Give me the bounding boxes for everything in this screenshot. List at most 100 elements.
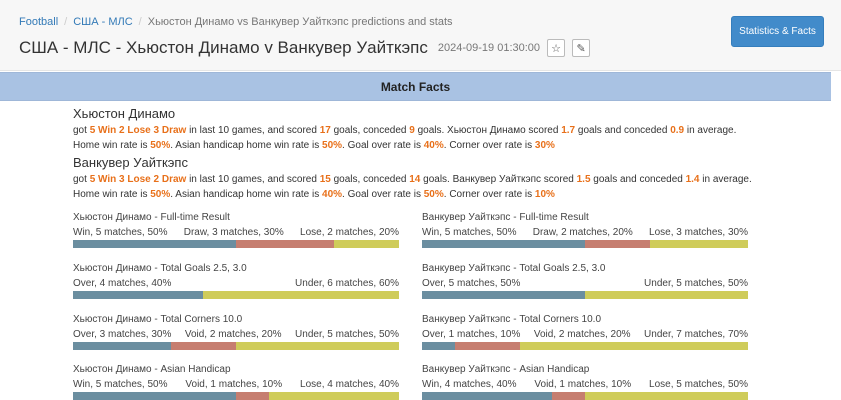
stat-legend: Over, 1 matches, 10% Void, 2 matches, 20%… bbox=[422, 329, 748, 340]
stat-label: Ванкувер Уайткэпс - Asian Handicap bbox=[422, 364, 590, 375]
page-header: Football / США - МЛС / Хьюстон Динамо vs Ван… bbox=[0, 0, 841, 71]
fact-text: in average. Home win rate is bbox=[73, 174, 752, 200]
statistics-facts-button[interactable]: Statistics & Facts bbox=[731, 16, 824, 47]
highlight-value: 15 bbox=[319, 174, 331, 185]
stat-bar bbox=[422, 342, 748, 350]
stat-legend: Over, 5 matches, 50% Under, 5 matches, 50… bbox=[422, 278, 748, 289]
stat-right-label: Under, 5 matches, 50% bbox=[295, 329, 399, 340]
stat-bar-segment bbox=[519, 342, 748, 350]
stat-bar-segment bbox=[73, 392, 236, 400]
team-summary-away: Ванкувер Уайткэпс got 5 Win 3 Lose 2 Dra… bbox=[73, 155, 763, 202]
stat-bar bbox=[73, 240, 399, 248]
stat-label: Ванкувер Уайткэпс - Total Corners 10.0 bbox=[422, 314, 602, 325]
fact-text: goals, conceded bbox=[330, 125, 410, 136]
stat-mid-label: Draw, 3 matches, 30% bbox=[183, 227, 284, 238]
stat-bar-segment bbox=[235, 342, 399, 350]
highlight-value: 10% bbox=[534, 189, 555, 200]
stat-home-asian-handicap: Хьюстон Динамо - Asian Handicap Win, 5 ma… bbox=[73, 364, 399, 400]
stat-left-label: Win, 5 matches, 50% bbox=[422, 227, 517, 238]
star-icon[interactable]: ☆ bbox=[547, 39, 566, 57]
highlight-value: 40% bbox=[322, 189, 343, 200]
match-facts-header: Match Facts bbox=[0, 72, 831, 101]
stat-home-total-goals: Хьюстон Динамо - Total Goals 2.5, 3.0 Ove… bbox=[73, 263, 399, 299]
stat-away-total-corners: Ванкувер Уайткэпс - Total Corners 10.0 Ov… bbox=[422, 314, 748, 350]
stat-bar bbox=[422, 291, 748, 299]
stat-bar-segment bbox=[585, 240, 651, 248]
stat-right-label: Under, 6 matches, 60% bbox=[295, 278, 399, 289]
stat-bar-segment bbox=[236, 392, 269, 400]
fact-text: in last 10 games, and scored bbox=[186, 174, 320, 185]
stat-bar-segment bbox=[73, 291, 204, 299]
title-row: США - МЛС - Хьюстон Динамо v Ванкувер Уа… bbox=[19, 38, 591, 58]
breadcrumb-league[interactable]: США - МЛС bbox=[73, 16, 133, 28]
stat-home-fulltime-result: Хьюстон Динамо - Full-time Result Win, 5 … bbox=[73, 212, 399, 248]
fact-text: goals. Хьюстон Динамо scored bbox=[414, 125, 562, 136]
stat-bar-segment bbox=[650, 240, 748, 248]
team-name: Ванкувер Уайткэпс bbox=[73, 155, 188, 170]
stat-label: Ванкувер Уайткэпс - Full-time Result bbox=[422, 212, 589, 223]
stat-mid-label: Void, 2 matches, 20% bbox=[184, 329, 282, 340]
stat-mid-label: Void, 1 matches, 10% bbox=[185, 379, 283, 390]
stat-legend: Win, 5 matches, 50% Draw, 3 matches, 30% L… bbox=[73, 227, 399, 238]
fact-text: in last 10 games, and scored bbox=[186, 125, 320, 136]
match-datetime: 2024-09-19 01:30:00 bbox=[437, 42, 541, 54]
stat-legend: Win, 4 matches, 40% Void, 1 matches, 10% L… bbox=[422, 379, 748, 390]
fact-text: goals, conceded bbox=[330, 174, 410, 185]
fact-text: in average. Home win rate is bbox=[73, 125, 737, 151]
stat-left-label: Over, 5 matches, 50% bbox=[422, 278, 521, 289]
stat-bar-segment bbox=[236, 240, 334, 248]
stat-legend: Over, 4 matches, 40% Under, 6 matches, 60… bbox=[73, 278, 399, 289]
stat-bar-segment bbox=[422, 392, 553, 400]
highlight-value: 30% bbox=[534, 140, 555, 151]
stat-bar-segment bbox=[73, 342, 171, 350]
highlight-value: 1.5 bbox=[576, 174, 591, 185]
fact-text: got bbox=[73, 174, 90, 185]
fact-text: goals. Ванкувер Уайткэпс scored bbox=[420, 174, 577, 185]
breadcrumb-football[interactable]: Football bbox=[19, 16, 59, 28]
team-facts: got 5 Win 2 Lose 3 Draw in last 10 games… bbox=[73, 123, 763, 153]
stat-label: Хьюстон Динамо - Total Goals 2.5, 3.0 bbox=[73, 263, 247, 274]
stat-bar-segment bbox=[422, 291, 585, 299]
stat-label: Ванкувер Уайткэпс - Total Goals 2.5, 3.0 bbox=[422, 263, 606, 274]
breadcrumb-current: Хьюстон Динамо vs Ванкувер Уайткэпс pred… bbox=[147, 16, 453, 28]
stat-home-total-corners: Хьюстон Динамо - Total Corners 10.0 Over,… bbox=[73, 314, 399, 350]
highlight-value: 0.9 bbox=[670, 125, 685, 136]
fact-text: . Goal over rate is bbox=[342, 140, 424, 151]
stat-bar-segment bbox=[333, 240, 399, 248]
stat-left-label: Over, 4 matches, 40% bbox=[73, 278, 172, 289]
stat-label: Хьюстон Динамо - Full-time Result bbox=[73, 212, 230, 223]
stat-bar-segment bbox=[203, 291, 399, 299]
highlight-value: 1.4 bbox=[685, 174, 700, 185]
fact-text: goals and conceded bbox=[590, 174, 686, 185]
stat-right-label: Lose, 3 matches, 30% bbox=[649, 227, 748, 238]
stat-label: Хьюстон Динамо - Asian Handicap bbox=[73, 364, 231, 375]
stat-legend: Win, 5 matches, 50% Void, 1 matches, 10% L… bbox=[73, 379, 399, 390]
stat-legend: Win, 5 matches, 50% Draw, 2 matches, 20% L… bbox=[422, 227, 748, 238]
stat-mid-label: Void, 1 matches, 10% bbox=[534, 379, 632, 390]
stat-right-label: Under, 7 matches, 70% bbox=[644, 329, 748, 340]
stat-bar-segment bbox=[454, 342, 520, 350]
stat-bar-segment bbox=[422, 342, 455, 350]
breadcrumb-separator: / bbox=[138, 16, 142, 28]
highlight-value: 5 Win 3 Lose 2 Draw bbox=[89, 174, 187, 185]
fact-text: . Corner over rate is bbox=[443, 140, 535, 151]
stat-left-label: Win, 4 matches, 40% bbox=[422, 379, 517, 390]
edit-icon[interactable]: ✎ bbox=[572, 39, 591, 57]
highlight-value: 50% bbox=[423, 189, 444, 200]
stat-bar bbox=[73, 291, 399, 299]
stat-bar-segment bbox=[552, 392, 585, 400]
stat-away-asian-handicap: Ванкувер Уайткэпс - Asian Handicap Win, 4… bbox=[422, 364, 748, 400]
stat-bar bbox=[73, 392, 399, 400]
fact-text: . Corner over rate is bbox=[443, 189, 535, 200]
breadcrumb: Football / США - МЛС / Хьюстон Динамо vs Ван… bbox=[19, 16, 453, 28]
page-title: США - МЛС - Хьюстон Динамо v Ванкувер Уа… bbox=[19, 38, 428, 57]
stat-right-label: Under, 5 matches, 50% bbox=[644, 278, 748, 289]
stat-bar bbox=[73, 342, 399, 350]
highlight-value: 14 bbox=[409, 174, 421, 185]
team-summary-home: Хьюстон Динамо got 5 Win 2 Lose 3 Draw i… bbox=[73, 106, 763, 153]
stat-bar-segment bbox=[268, 392, 399, 400]
highlight-value: 5 Win 2 Lose 3 Draw bbox=[89, 125, 187, 136]
stat-bar-segment bbox=[584, 392, 748, 400]
fact-text: . Goal over rate is bbox=[342, 189, 424, 200]
stat-label: Хьюстон Динамо - Total Corners 10.0 bbox=[73, 314, 243, 325]
